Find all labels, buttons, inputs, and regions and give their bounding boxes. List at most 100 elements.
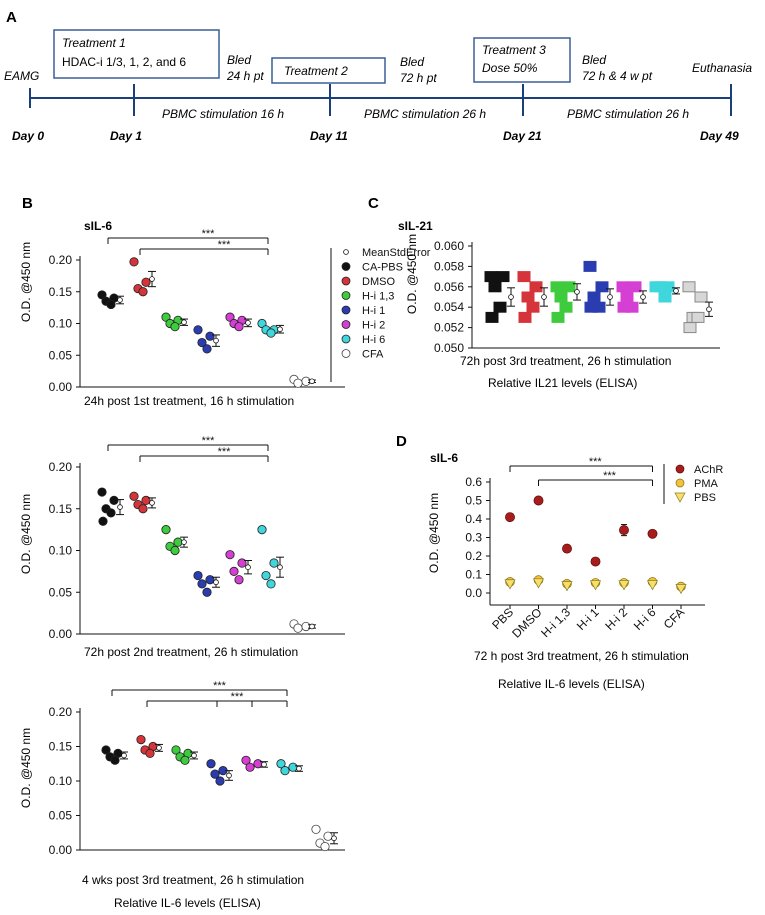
chart-b1-sil6-24h: B sIL-6 O.D. @450 nm 24h post 1st treatm… (19, 195, 431, 408)
data-point (554, 291, 568, 303)
panel-label-a: A (6, 9, 17, 26)
chart-b1-xlabel: 24h post 1st treatment, 16 h stimulation (84, 394, 294, 408)
data-point (521, 291, 535, 303)
legend-label: AChR (694, 464, 723, 476)
sig-label: *** (589, 456, 603, 468)
data-point (234, 575, 244, 585)
data-point-achr (619, 525, 629, 536)
data-point (550, 281, 564, 293)
chart-b3-caption: Relative IL-6 levels (ELISA) (114, 896, 261, 910)
data-point (193, 570, 203, 581)
data-point (205, 331, 215, 341)
y-tick-label: 0.058 (434, 259, 464, 273)
treatment-3-box (473, 37, 571, 83)
data-point (266, 328, 276, 338)
data-point (138, 504, 148, 514)
data-point (293, 623, 303, 633)
mean-marker (541, 294, 547, 300)
mean-marker (181, 539, 187, 545)
data-point (559, 301, 573, 313)
sig-label: *** (213, 680, 227, 692)
y-tick-label: 0.10 (49, 317, 73, 331)
data-point-pbs (532, 578, 545, 589)
mean-marker (149, 276, 155, 282)
y-tick-label: 0.20 (49, 460, 73, 474)
bleed-2-line2: 72 h pt (400, 71, 437, 85)
stimulation-label-2: PBMC stimulation 26 h (364, 107, 486, 121)
data-point (129, 257, 139, 267)
legend-marker (341, 291, 351, 300)
sig-label: *** (202, 435, 216, 447)
legend-label: PMA (694, 478, 719, 490)
mean-marker (117, 504, 123, 510)
legend-label: H-i 1 (362, 305, 385, 317)
data-point (234, 322, 244, 332)
mean-marker (277, 326, 283, 333)
treatment-2-box (271, 57, 386, 84)
chart-d-sil6-stim: D sIL-6 O.D. @450 nm 72 h post 3rd treat… (396, 433, 723, 691)
chart-b2-sil6-72h: O.D. @450 nm 72h post 2nd treatment, 26 … (19, 435, 345, 659)
timeline-start-label: EAMG (4, 69, 39, 83)
legend-marker (341, 262, 351, 271)
data-point (106, 299, 116, 310)
x-tick-label: H-i 6 (631, 605, 659, 633)
mean-marker (607, 294, 613, 300)
data-point (202, 587, 212, 597)
legend-marker (343, 249, 349, 255)
data-point (97, 487, 107, 497)
data-point (245, 762, 255, 772)
x-tick-label: DMSO (509, 605, 544, 640)
treatment-3-detail: Dose 50% (482, 61, 538, 75)
data-point-pbs (561, 581, 573, 592)
data-point (253, 759, 263, 769)
data-point (691, 311, 705, 323)
data-point (323, 831, 333, 841)
data-point (180, 755, 190, 765)
data-point (562, 281, 576, 293)
legend-label: H-i 6 (362, 334, 385, 346)
chart-d-ylabel: O.D. @450 nm (427, 493, 441, 573)
data-point (658, 291, 672, 303)
data-point (493, 301, 507, 313)
data-point (694, 291, 708, 303)
data-point (280, 766, 290, 776)
bleed-3-line1: Bled (582, 53, 606, 67)
legend-marker (341, 305, 351, 315)
data-point (193, 325, 203, 335)
data-point (106, 508, 116, 518)
data-point (145, 748, 155, 759)
mean-marker (213, 337, 219, 344)
y-tick-label: 0.05 (49, 809, 73, 823)
x-tick-label: CFA (661, 605, 687, 631)
data-point (202, 344, 212, 354)
y-tick-label: 0.15 (49, 740, 73, 754)
chart-b1-ylabel: O.D. @450 nm (19, 242, 33, 322)
data-point (110, 755, 120, 765)
timeline-end-label: Euthanasia (692, 61, 752, 75)
day-label-49: Day 49 (700, 129, 739, 143)
data-point-pbs (618, 580, 630, 591)
day-label-0: Day 0 (12, 129, 44, 143)
mean-marker (508, 294, 514, 300)
y-tick-label: 0.056 (434, 280, 464, 294)
data-point (682, 281, 696, 293)
bleed-1-line2: 24 h pt (226, 69, 264, 83)
mean-marker (309, 378, 315, 385)
legend-label: H-i 2 (362, 320, 385, 332)
data-point (496, 271, 510, 283)
legend-marker (341, 349, 351, 358)
treatment-1-box (53, 29, 220, 79)
y-tick-label: 0.050 (434, 341, 464, 355)
mean-marker (706, 306, 712, 313)
y-tick-label: 0.15 (49, 285, 73, 299)
sig-label: *** (603, 470, 617, 482)
day-label-11: Day 11 (310, 129, 348, 143)
y-tick-label: 0.10 (49, 544, 73, 558)
panel-label-b: B (22, 195, 33, 212)
data-point (266, 579, 276, 589)
mean-marker (181, 319, 187, 326)
legend-label: DMSO (362, 276, 395, 288)
mean-marker (226, 772, 232, 779)
data-point (517, 271, 531, 283)
